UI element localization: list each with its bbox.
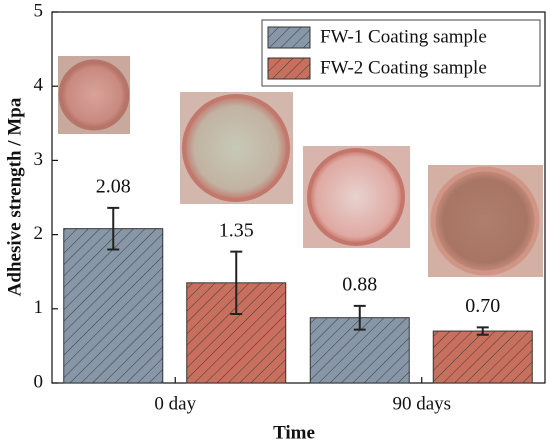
legend-label: FW-1 Coating sample	[320, 26, 487, 47]
y-tick-label: 4	[34, 75, 44, 96]
x-axis-title: Time	[273, 422, 315, 443]
error-bar	[476, 326, 489, 336]
legend-label: FW-2 Coating sample	[320, 57, 487, 78]
error-bar	[353, 304, 366, 331]
value-label: 2.08	[96, 175, 131, 197]
sample-photo	[303, 146, 410, 248]
legend-swatch	[267, 57, 311, 80]
bar	[63, 228, 164, 384]
error-bar	[230, 250, 243, 315]
y-tick-label: 2	[34, 223, 44, 244]
value-label: 1.35	[219, 219, 254, 241]
sample-photo	[180, 92, 293, 204]
x-tick-label: 0 day	[154, 393, 196, 414]
value-label: 0.88	[342, 273, 377, 295]
y-tick-label: 0	[34, 371, 44, 392]
x-tick-label: 90 days	[392, 393, 451, 414]
value-label: 0.70	[465, 295, 500, 317]
sample-photo	[58, 56, 130, 134]
y-tick-label: 5	[34, 0, 44, 21]
error-bar	[107, 206, 120, 251]
bar	[432, 330, 533, 384]
legend-swatch	[267, 26, 311, 49]
y-axis-title: Adhesive strength / Mpa	[4, 97, 25, 296]
y-tick-label: 3	[34, 149, 44, 170]
y-tick-label: 1	[34, 297, 44, 318]
sample-photo	[428, 165, 543, 277]
plot-frame	[51, 11, 546, 384]
